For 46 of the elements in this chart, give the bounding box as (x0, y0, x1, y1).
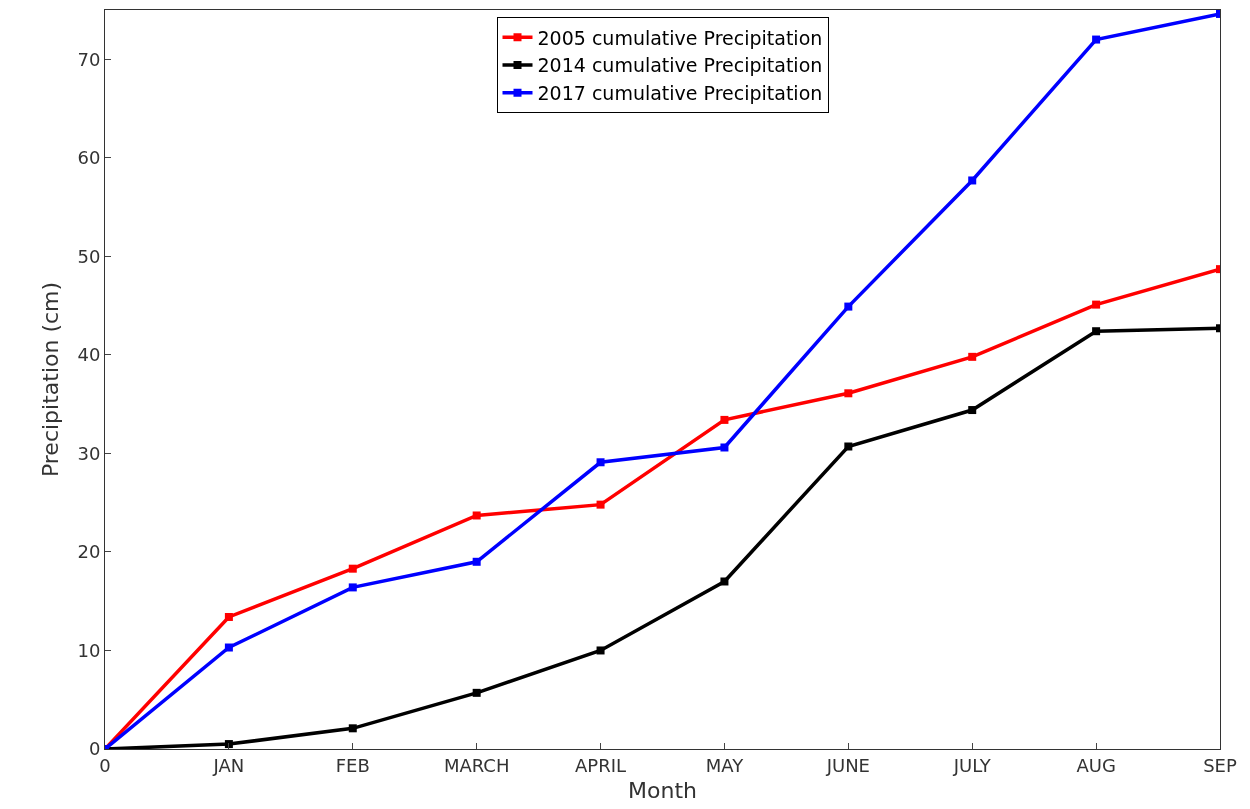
point (224, 643, 233, 652)
point (596, 458, 605, 467)
point (472, 557, 481, 566)
y-axis-title: Precipitation (cm) (38, 281, 64, 478)
x-tick-label: SEP (1203, 754, 1237, 776)
x-tick-label: FEB (335, 754, 370, 776)
point (844, 442, 853, 451)
y-tick-label: 50 (77, 245, 101, 267)
line-series (105, 10, 1220, 749)
x-tick-label: MARCH (443, 754, 510, 776)
x-tick-label: JUNE (825, 754, 870, 776)
x-tick-label: AUG (1076, 754, 1116, 776)
legend-label: 2017 cumulative Precipitation (537, 82, 823, 105)
legend-label: 2014 cumulative Precipitation (537, 54, 823, 77)
y-tick-label: 20 (77, 541, 101, 563)
point (348, 583, 357, 592)
y-tick-label: 40 (77, 344, 101, 366)
point (1092, 35, 1101, 44)
point (720, 415, 729, 424)
x-tick-label: MAY (705, 754, 745, 776)
x-tick-label: JULY (952, 754, 992, 776)
x-tick-label: JAN (212, 754, 245, 776)
y-tick-label: 30 (77, 442, 101, 464)
point (968, 176, 977, 185)
y-tick-label: 10 (77, 639, 101, 661)
x-tick-label: APRIL (575, 754, 627, 776)
y-tick-label: 0 (88, 738, 101, 760)
point (472, 511, 481, 520)
point (224, 612, 233, 621)
x-axis-title: Month (628, 778, 697, 804)
point (1092, 327, 1101, 336)
point (968, 352, 977, 361)
point (720, 577, 729, 586)
point (596, 646, 605, 655)
y-tick-label: 70 (77, 48, 101, 70)
legend-label: 2005 cumulative Precipitation (537, 26, 823, 49)
point (472, 688, 481, 697)
point (968, 406, 977, 415)
point (348, 724, 357, 733)
point (844, 389, 853, 398)
point (348, 564, 357, 573)
point (720, 443, 729, 452)
point (844, 302, 853, 311)
y-tick-label: 60 (77, 147, 101, 169)
point (1092, 300, 1101, 309)
point (596, 500, 605, 509)
